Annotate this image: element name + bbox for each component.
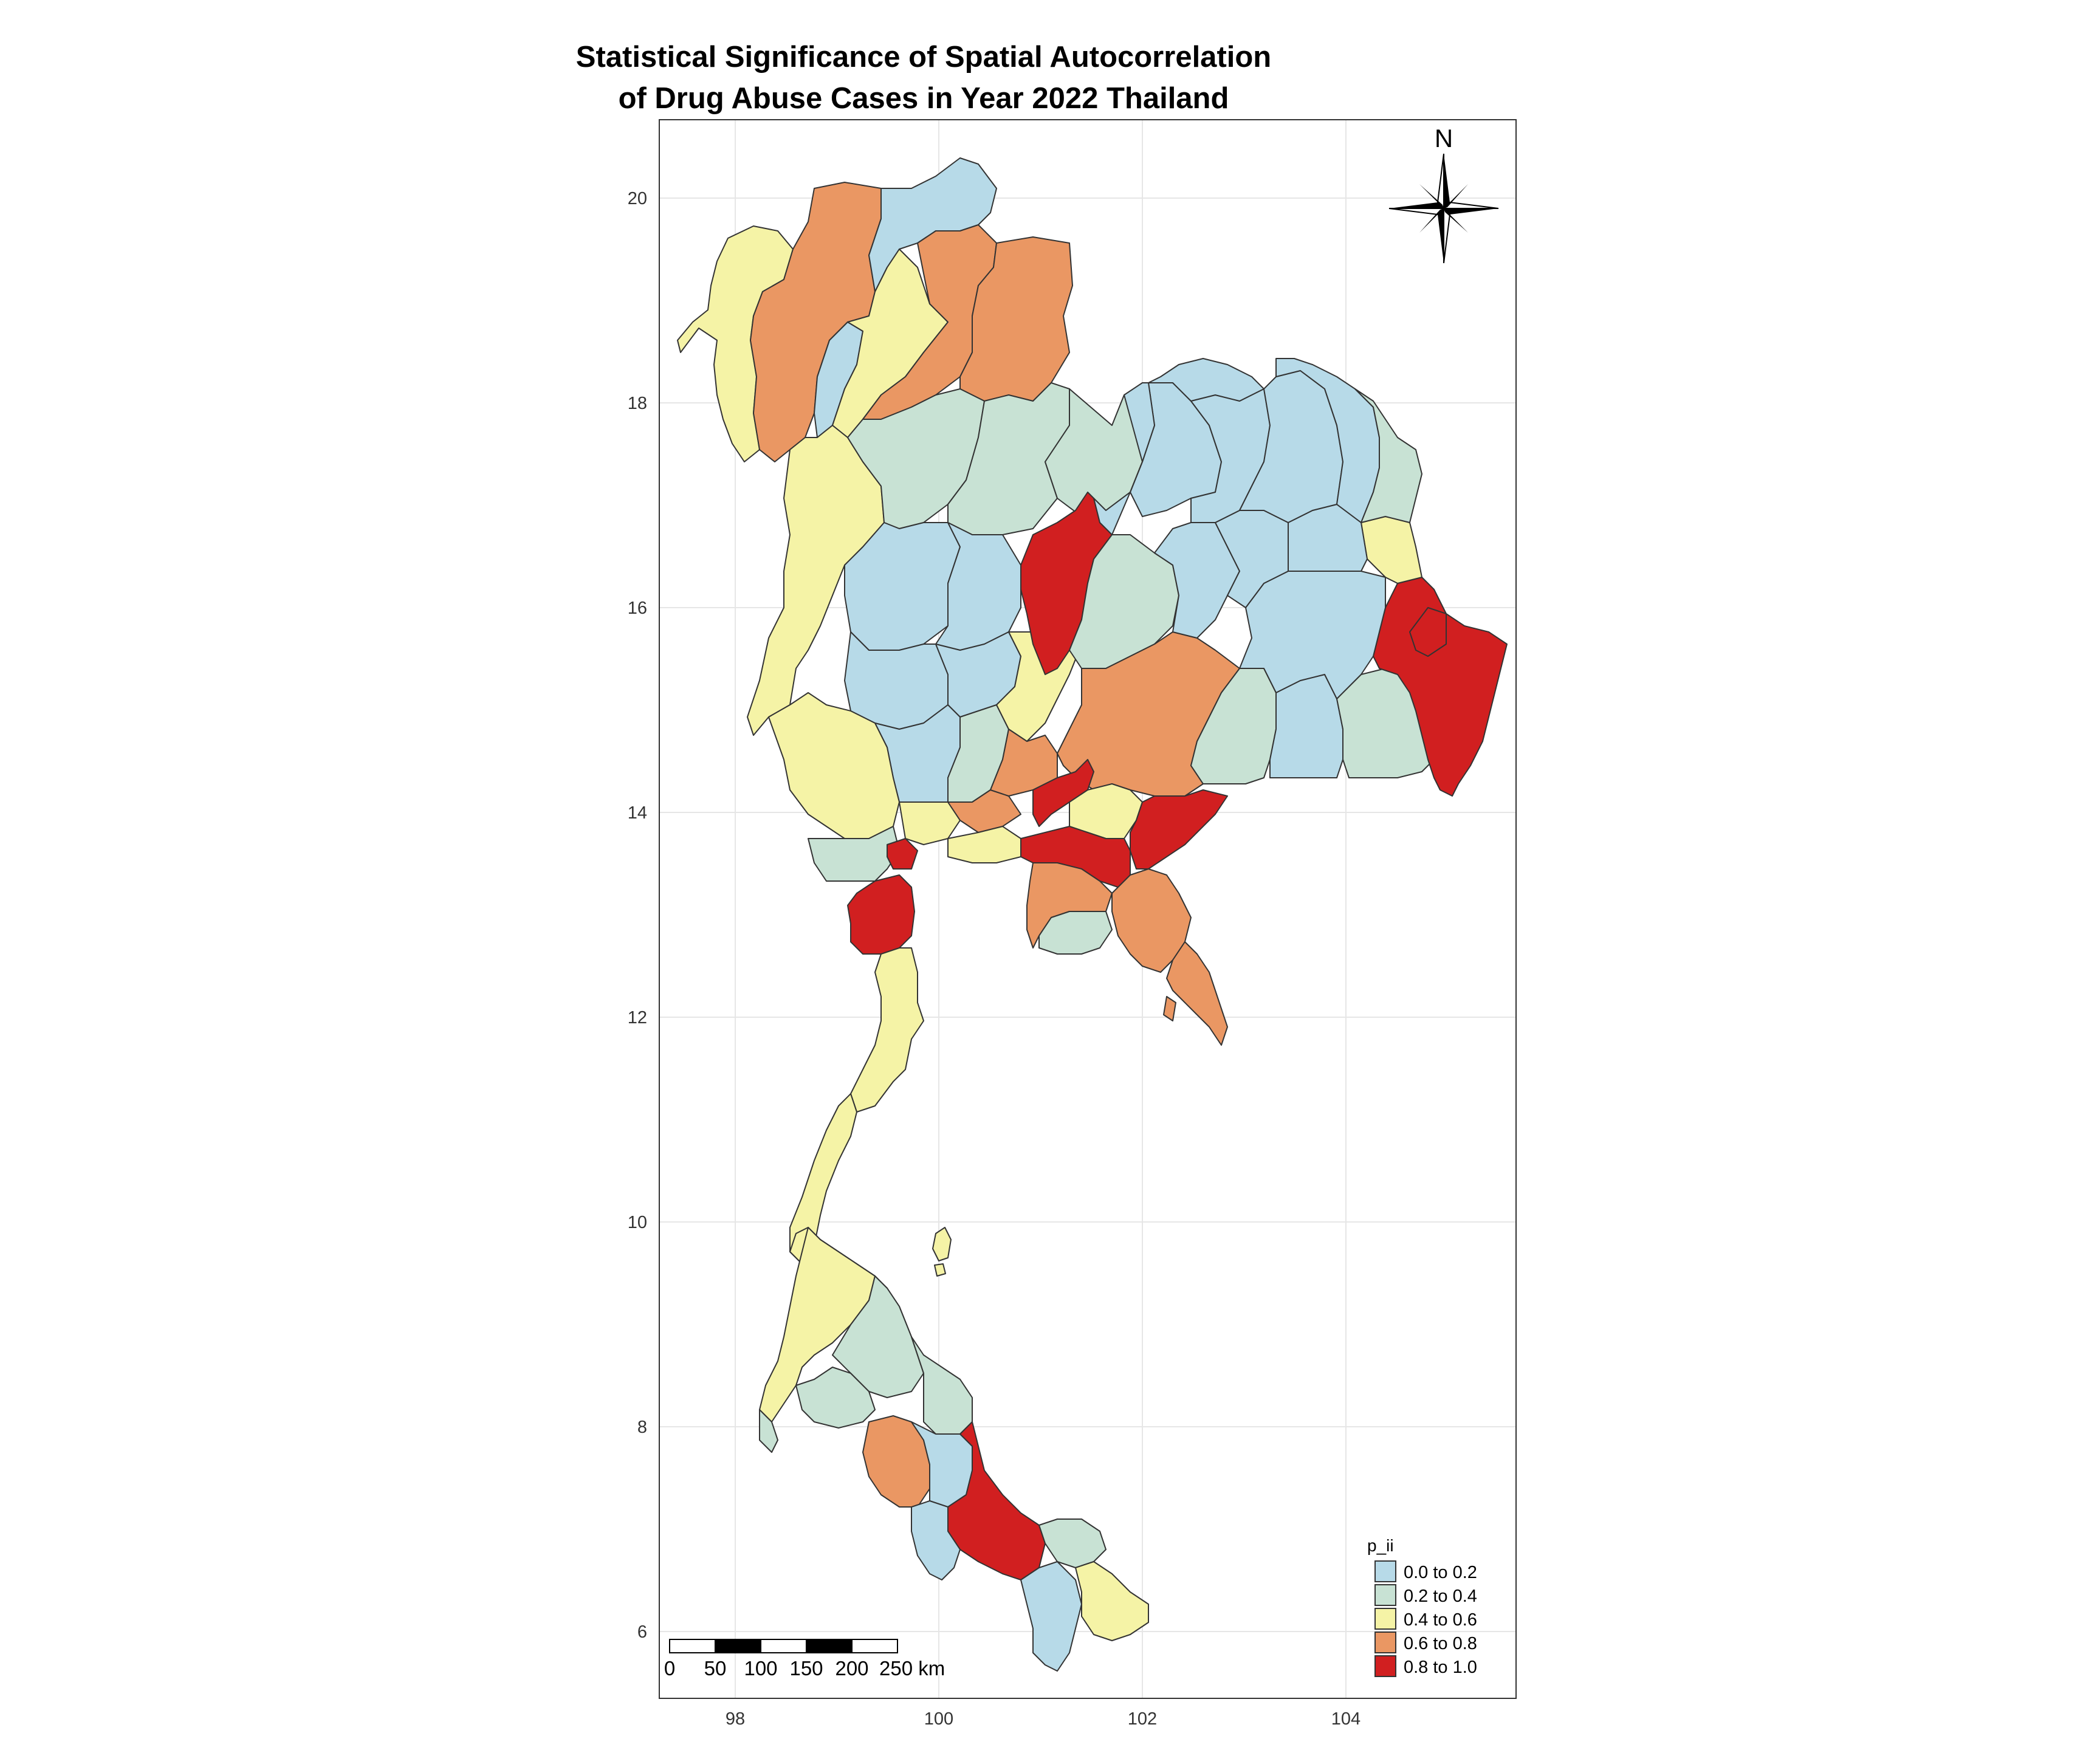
province-region xyxy=(899,801,961,845)
legend-item: 0.0 to 0.2 xyxy=(1374,1560,1477,1582)
north-arrow: N xyxy=(1388,124,1499,264)
y-tick-label: 18 xyxy=(628,394,647,413)
scale-segment xyxy=(851,1639,898,1653)
legend-label: 0.2 to 0.4 xyxy=(1404,1587,1477,1606)
province-region xyxy=(1069,534,1179,669)
scale-segment xyxy=(715,1639,761,1653)
scale-label: 100 xyxy=(744,1657,777,1680)
scale-segment xyxy=(669,1639,716,1653)
x-axis: 98 100 102 104 xyxy=(726,1709,1361,1729)
scale-label: 0 xyxy=(664,1657,675,1680)
y-tick-label: 12 xyxy=(628,1008,647,1028)
legend-item: 0.4 to 0.6 xyxy=(1374,1608,1477,1630)
scale-label: 50 xyxy=(704,1657,727,1680)
legend-label: 0.0 to 0.2 xyxy=(1404,1563,1477,1582)
compass-rose-icon xyxy=(1388,153,1499,264)
scale-segment xyxy=(760,1639,807,1653)
province-region xyxy=(759,1409,778,1453)
province-region xyxy=(1038,1518,1107,1568)
province-region xyxy=(1148,358,1264,402)
y-tick-label: 20 xyxy=(628,189,647,208)
province-region xyxy=(934,1263,946,1277)
y-tick-label: 14 xyxy=(628,803,647,823)
scale-label: 250 km xyxy=(879,1657,945,1680)
province-region xyxy=(832,1275,924,1398)
legend-swatch xyxy=(1374,1655,1396,1677)
x-tick-label: 100 xyxy=(924,1709,953,1729)
legend-label: 0.6 to 0.8 xyxy=(1404,1634,1477,1653)
y-tick-label: 6 xyxy=(637,1622,647,1642)
province-region xyxy=(1373,577,1508,797)
province-region xyxy=(911,1500,961,1580)
y-tick-label: 10 xyxy=(628,1213,647,1232)
y-tick-label: 8 xyxy=(637,1418,647,1437)
province-region xyxy=(990,729,1058,797)
legend-item: 0.6 to 0.8 xyxy=(1374,1632,1477,1653)
scale-bar: 0 50 100 150 200 250 km xyxy=(664,1639,945,1680)
map-title-line2: of Drug Abuse Cases in Year 2022 Thailan… xyxy=(619,82,1229,115)
north-label: N xyxy=(1435,124,1453,153)
x-tick-label: 102 xyxy=(1128,1709,1157,1729)
province-region xyxy=(795,1367,876,1429)
legend-swatch xyxy=(1374,1584,1396,1606)
scale-label: 150 xyxy=(789,1657,823,1680)
legend-item: 0.2 to 0.4 xyxy=(1374,1584,1477,1606)
map-title-line1: Statistical Significance of Spatial Auto… xyxy=(576,41,1271,74)
province-region xyxy=(1409,607,1447,657)
legend-swatch xyxy=(1374,1608,1396,1630)
legend-item: 0.8 to 1.0 xyxy=(1374,1655,1477,1677)
legend-swatch xyxy=(1374,1632,1396,1653)
province-region xyxy=(1075,1561,1149,1641)
province-region xyxy=(1166,941,1228,1046)
plot-panel: N p_ii 0.0 to 0.2 xyxy=(659,119,1517,1699)
province-region xyxy=(1130,789,1228,870)
province-region xyxy=(947,382,1070,535)
province-region xyxy=(850,947,924,1113)
y-tick-label: 16 xyxy=(628,599,647,618)
legend-label: 0.8 to 1.0 xyxy=(1404,1658,1477,1677)
panel-border xyxy=(659,119,1517,1699)
province-regions xyxy=(677,157,1508,1672)
legend-label: 0.4 to 0.6 xyxy=(1404,1610,1477,1630)
province-region xyxy=(1163,996,1176,1021)
x-tick-label: 104 xyxy=(1331,1709,1361,1729)
scale-segment xyxy=(806,1639,853,1653)
map-legend: p_ii 0.0 to 0.2 0.2 to 0.4 0.4 to 0.6 0.… xyxy=(1367,1536,1477,1677)
province-region xyxy=(808,826,900,882)
province-region xyxy=(847,388,985,529)
province-region xyxy=(862,1415,930,1508)
province-region xyxy=(932,1227,952,1261)
y-axis: 20 18 16 14 12 10 8 6 xyxy=(628,189,647,1642)
legend-swatch xyxy=(1374,1560,1396,1582)
x-tick-label: 98 xyxy=(726,1709,745,1729)
province-region xyxy=(947,789,1021,833)
legend-title: p_ii xyxy=(1367,1536,1394,1555)
scale-label: 200 xyxy=(835,1657,868,1680)
province-region xyxy=(1038,911,1113,955)
province-region xyxy=(1354,388,1422,523)
